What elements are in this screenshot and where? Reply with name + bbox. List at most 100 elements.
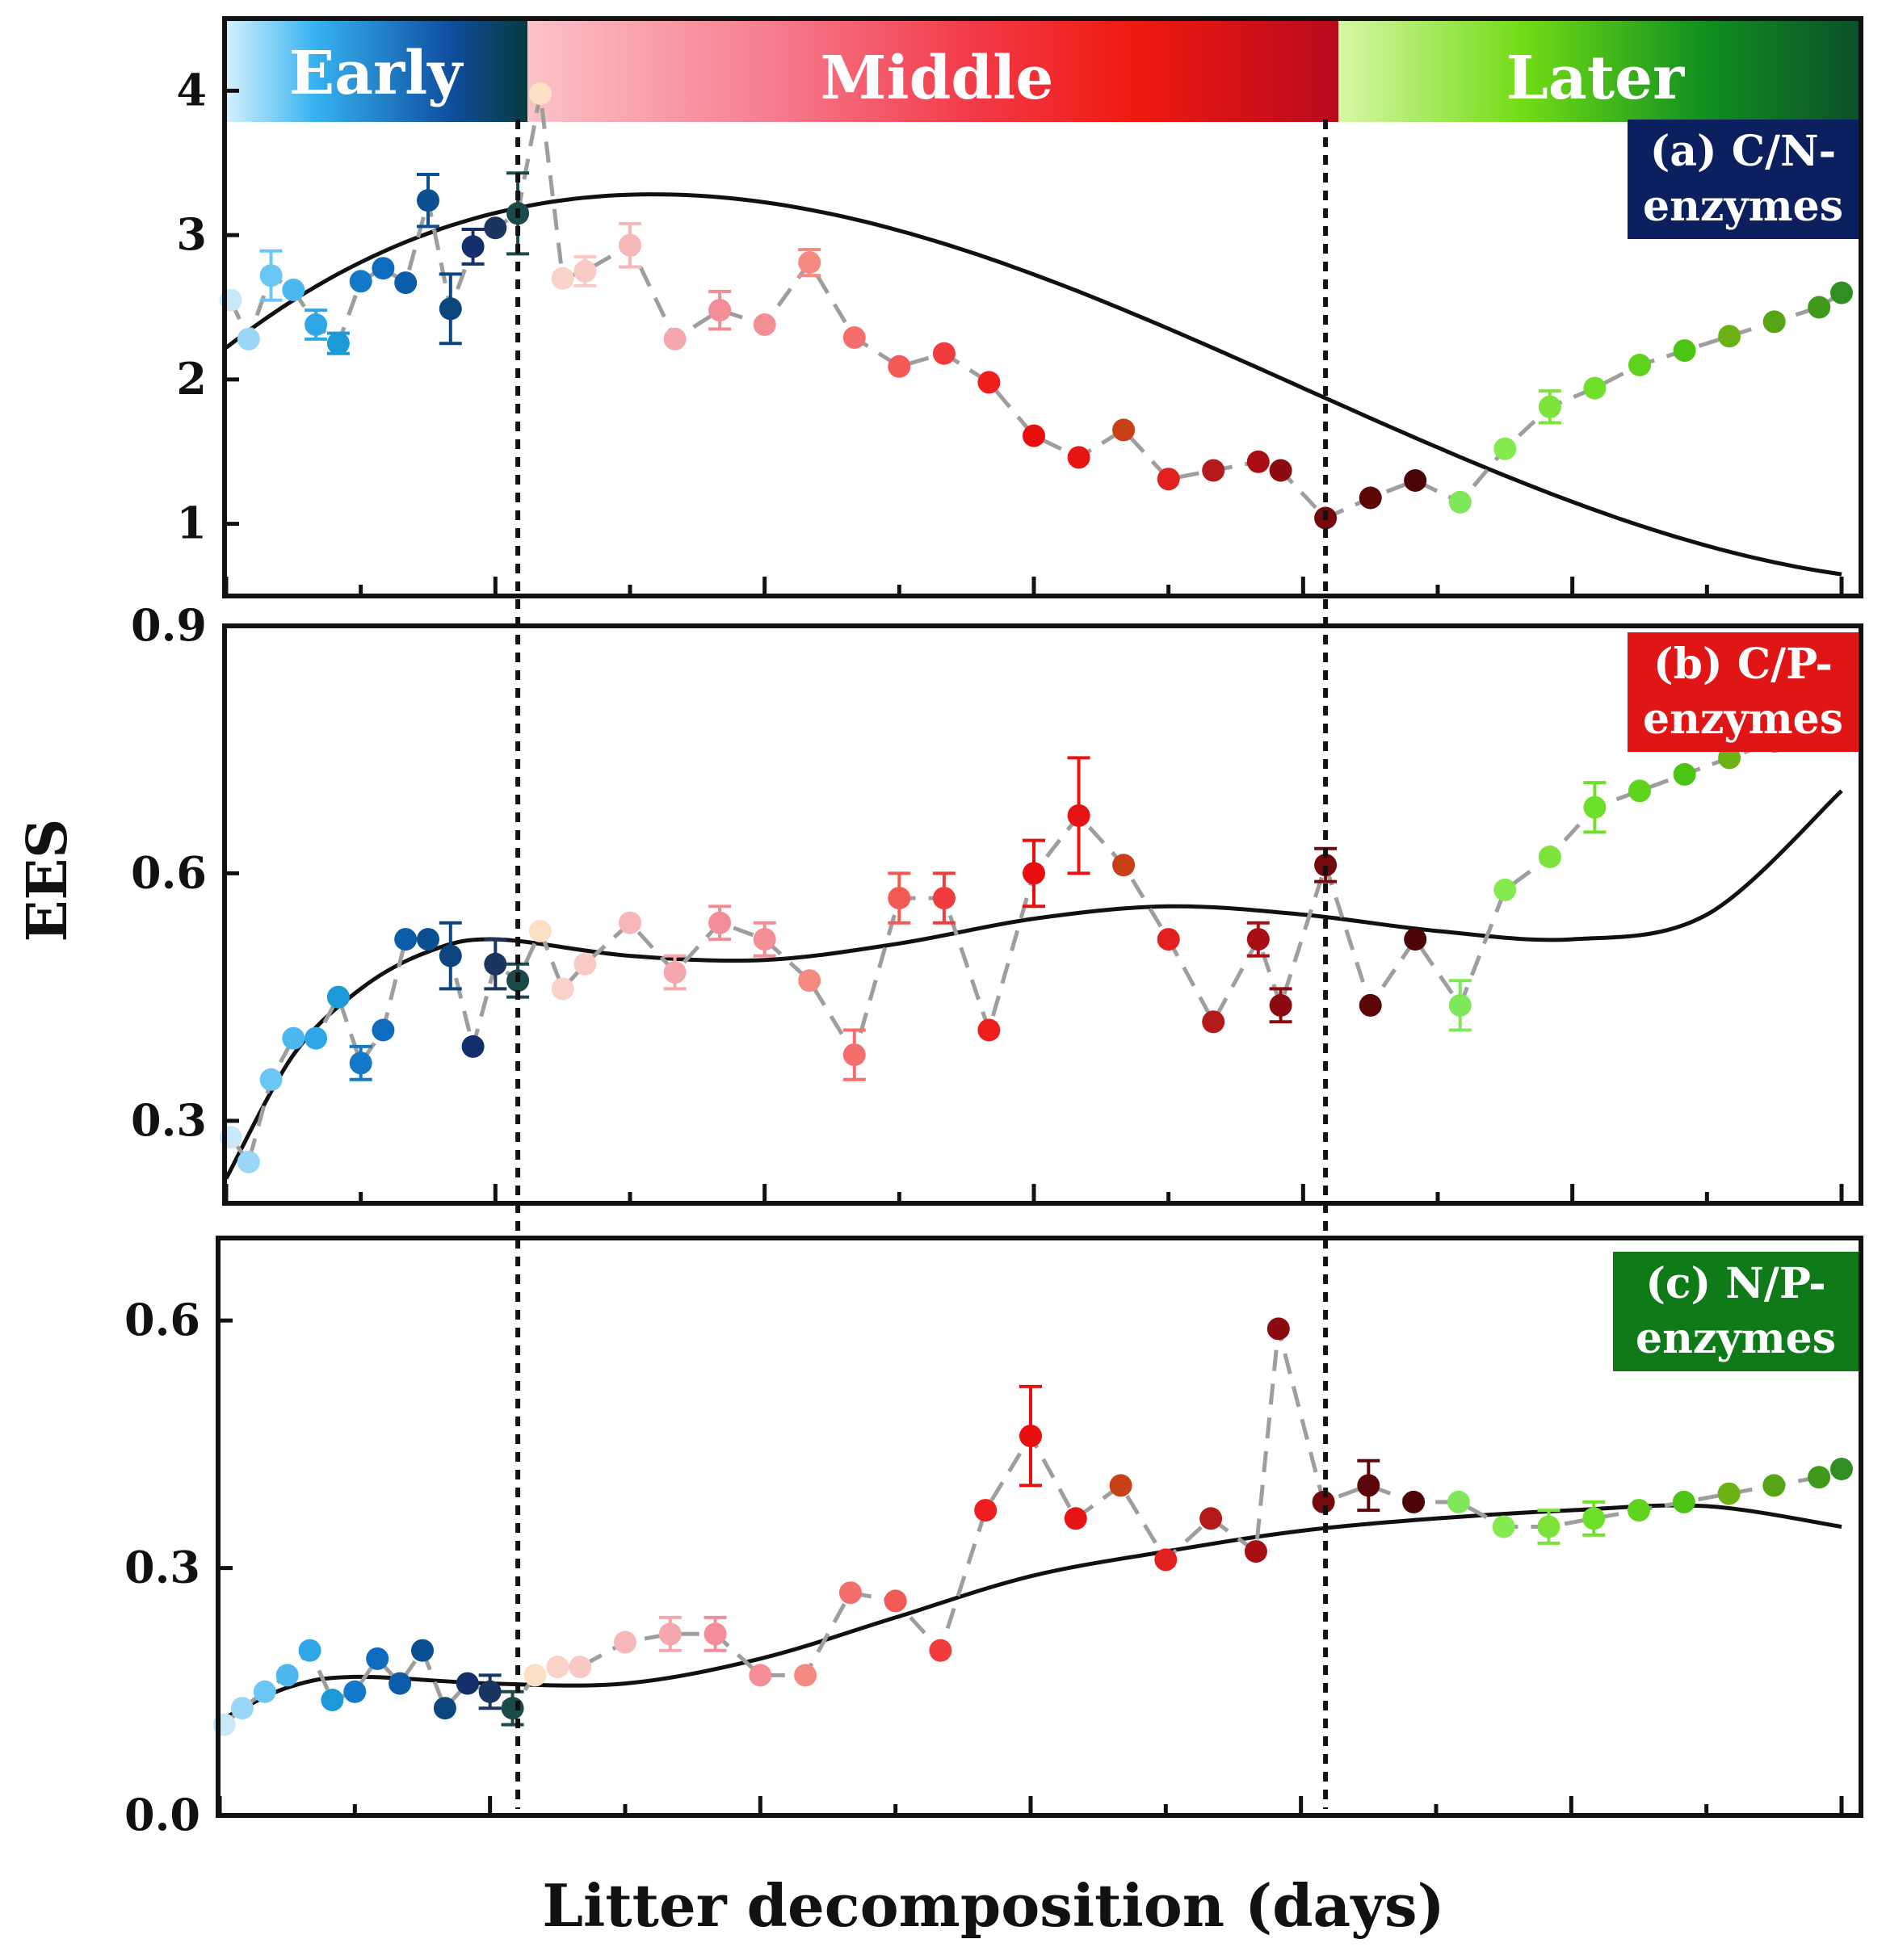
data-point (546, 1656, 569, 1679)
data-point (259, 1068, 283, 1091)
panel-cn-enzymes: 1 2 3 4 (a) C/N- enzymes (176, 16, 1863, 598)
panel-np-enzymes: 0.0 0.3 0.6 (c) N/P- enzymes (124, 1236, 1863, 1840)
data-point (1246, 450, 1270, 473)
data-point (1157, 468, 1180, 491)
panel-c-tag-box (1613, 1252, 1859, 1371)
data-point (1357, 1474, 1380, 1497)
data-point (1718, 325, 1741, 348)
data-point (1312, 1490, 1335, 1513)
data-point (619, 911, 641, 934)
data-point (1492, 1515, 1515, 1538)
data-point (259, 264, 283, 287)
data-point (1808, 296, 1831, 319)
data-point (1023, 862, 1045, 885)
data-point (663, 961, 687, 984)
data-point (1067, 804, 1090, 827)
data-point (1447, 1490, 1470, 1513)
data-point (1538, 395, 1561, 418)
data-point (1830, 1458, 1853, 1480)
data-point (1269, 993, 1292, 1017)
y-tick-label: 0.6 (124, 1294, 200, 1345)
data-point (1404, 928, 1427, 951)
data-point (1628, 1499, 1650, 1522)
data-point (1023, 424, 1045, 447)
data-point (305, 1026, 328, 1050)
data-point (1628, 779, 1651, 803)
data-point (282, 279, 305, 301)
data-point (343, 1680, 367, 1703)
data-point (433, 1697, 456, 1720)
data-point (326, 332, 350, 355)
data-point (366, 1647, 389, 1670)
data-point (1112, 418, 1136, 442)
data-point (749, 1664, 772, 1687)
data-point (1830, 281, 1853, 304)
data-point (461, 1035, 485, 1058)
data-point (551, 977, 574, 1001)
data-point (1402, 1490, 1426, 1513)
data-point (1718, 746, 1741, 770)
stage-later-label: Later (1506, 44, 1685, 113)
data-point (1064, 1507, 1087, 1530)
data-point (528, 919, 552, 942)
data-point (394, 928, 418, 951)
data-point (411, 1639, 434, 1662)
stage-early-label: Early (289, 39, 464, 108)
data-point (708, 911, 732, 934)
data-point (1673, 339, 1696, 363)
data-point (282, 1026, 305, 1050)
data-point (1808, 1466, 1831, 1489)
panel-a-tag-line2: enzymes (1643, 182, 1843, 231)
data-point (663, 327, 687, 350)
data-point (1448, 993, 1472, 1017)
y-tick-label: 1 (176, 497, 207, 549)
data-point (1266, 1317, 1290, 1341)
data-point (253, 1680, 276, 1703)
data-point (619, 233, 641, 257)
data-point (658, 1622, 682, 1646)
data-point (501, 1697, 524, 1720)
data-point (484, 216, 507, 240)
stage-middle-label: Middle (821, 44, 1054, 113)
data-point (1583, 376, 1607, 400)
data-point (417, 189, 439, 212)
data-point (1359, 993, 1382, 1017)
data-point (708, 299, 732, 322)
data-point (1202, 1010, 1225, 1034)
data-point (614, 1631, 636, 1654)
data-point (573, 259, 597, 283)
panel-b-tag: (b) C/P- enzymes (1628, 632, 1859, 752)
panel-b-plot (219, 697, 1853, 1180)
panel-a-axis: 1 2 3 4 (176, 64, 1844, 596)
panel-a-plot (219, 82, 1853, 577)
y-tick-label: 4 (176, 64, 207, 115)
y-tick-label: 0.3 (131, 1094, 207, 1146)
stage-middle-band (527, 19, 1338, 122)
stage-later-band (1338, 19, 1861, 122)
data-point (237, 1150, 260, 1173)
panel-b-frame (222, 623, 1863, 1206)
data-point (478, 1680, 502, 1703)
data-point (974, 1499, 998, 1522)
panel-cp-enzymes: 0.3 0.6 0.9 (b) C/P- enzymes (131, 599, 1863, 1206)
data-point (1246, 928, 1270, 951)
data-point (1583, 795, 1607, 819)
y-tick-label: 0.6 (131, 846, 207, 898)
data-point (298, 1639, 321, 1662)
fit-curve (224, 789, 1843, 1180)
panel-c-plot (212, 1317, 1853, 1736)
data-point (349, 270, 372, 293)
panel-c-tag: (c) N/P- enzymes (1613, 1252, 1859, 1371)
data-point (275, 1664, 299, 1687)
panel-c-axis: 0.0 0.3 0.6 (124, 1294, 1844, 1840)
data-point (888, 355, 911, 378)
stage-banner: Early Middle Later (225, 19, 1861, 122)
y-tick-label: 3 (176, 208, 207, 260)
data-point (1067, 446, 1090, 469)
data-point (1314, 854, 1338, 877)
data-point (753, 928, 776, 951)
data-point (1199, 1507, 1223, 1530)
data-point (1493, 437, 1517, 460)
data-point (551, 267, 574, 290)
